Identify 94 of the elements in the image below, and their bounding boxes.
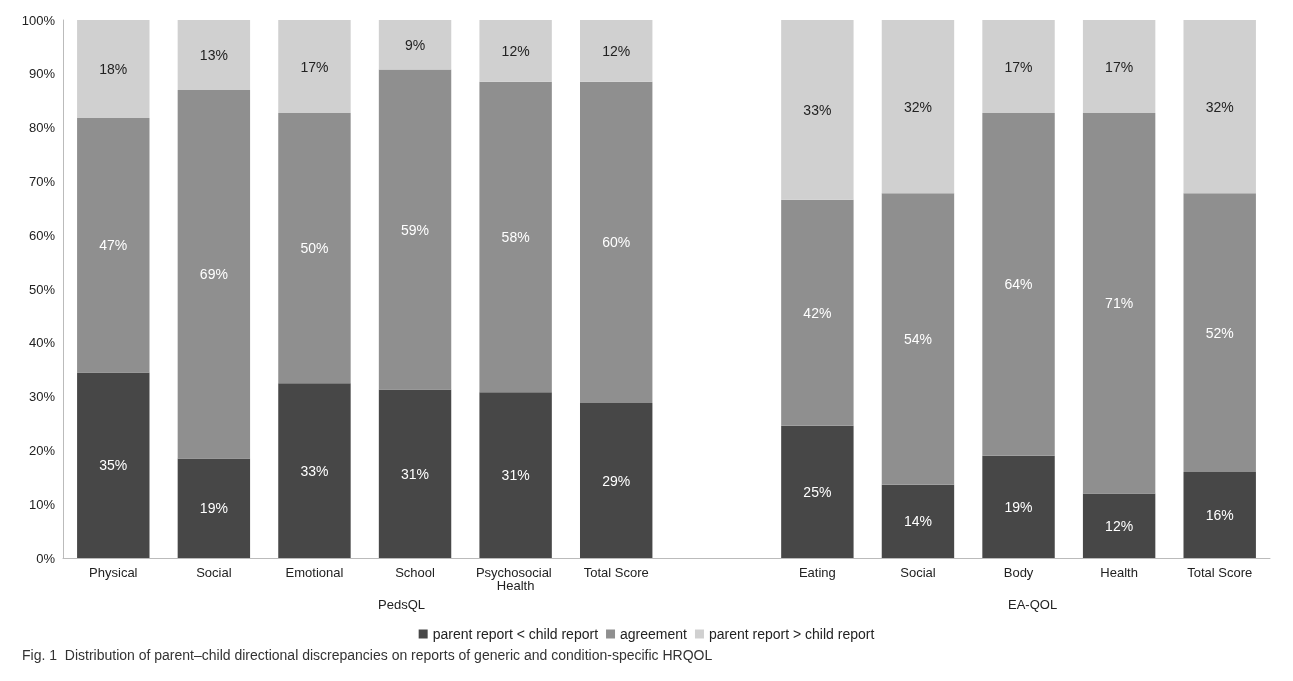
data-label: 59% — [401, 221, 430, 238]
x-tick-label: Body — [1003, 565, 1034, 580]
legend-label: parent report < child report — [432, 626, 599, 642]
bar — [378, 20, 452, 70]
bar — [580, 403, 653, 558]
data-label: 54% — [903, 331, 932, 348]
bar — [378, 389, 452, 558]
bar — [278, 20, 351, 114]
y-tick-label: 20% — [28, 442, 56, 458]
data-label: 31% — [401, 465, 430, 482]
bar — [1183, 471, 1256, 558]
data-label: 33% — [803, 101, 832, 118]
legend-label: parent report > child report — [708, 626, 875, 642]
y-tick-label: 60% — [28, 227, 56, 243]
bar — [781, 425, 854, 558]
bar — [177, 458, 251, 558]
bar — [982, 113, 1055, 456]
bar — [77, 20, 150, 118]
legend-label: agreement — [620, 626, 688, 642]
bar — [77, 372, 150, 558]
x-tick-label: School — [395, 565, 436, 580]
bar — [479, 20, 552, 82]
data-label: 47% — [99, 237, 128, 254]
bar — [479, 81, 552, 393]
data-label: 52% — [1205, 324, 1234, 341]
data-label: 17% — [1004, 58, 1033, 75]
data-label: 19% — [199, 500, 228, 517]
data-label: 19% — [1004, 498, 1033, 515]
bar — [1082, 493, 1156, 558]
bar — [580, 20, 653, 82]
bar — [177, 20, 251, 90]
data-label: 17% — [300, 58, 329, 75]
data-label: 35% — [99, 457, 128, 474]
bar — [982, 20, 1055, 114]
y-tick-label: 70% — [28, 173, 56, 189]
data-label: 32% — [1205, 98, 1234, 115]
bar — [1183, 193, 1256, 472]
bar — [479, 392, 552, 558]
bar — [781, 20, 854, 200]
data-label: 33% — [300, 462, 329, 479]
x-tick-label: Physical — [89, 565, 138, 580]
y-tick-label: 0% — [36, 550, 56, 566]
data-label: 42% — [803, 304, 832, 321]
bar — [1183, 20, 1256, 194]
data-label: 18% — [99, 60, 128, 77]
data-label: 14% — [903, 513, 932, 530]
bar — [278, 113, 351, 384]
data-label: 9% — [404, 36, 426, 53]
y-tick-label: 50% — [28, 281, 56, 297]
data-label: 16% — [1205, 506, 1234, 523]
x-tick-label: Emotional — [285, 565, 344, 580]
x-tick-label: Health — [1100, 565, 1138, 580]
text: EA-QOL — [1008, 597, 1058, 612]
data-label: 12% — [1105, 517, 1134, 534]
bar — [77, 117, 150, 373]
bar — [881, 193, 955, 485]
data-label: 12% — [602, 42, 631, 59]
caption: Fig. 1 Distribution of parent–child directional discrepancies on reports of generic and condition-specific HRQOL — [22, 647, 713, 663]
data-label: 25% — [803, 483, 832, 500]
x-tick-label: Social — [196, 565, 232, 580]
data-label: 50% — [300, 240, 329, 257]
data-label: 71% — [1105, 295, 1134, 312]
bar — [982, 455, 1055, 558]
data-label: 31% — [501, 467, 530, 484]
data-label: 58% — [501, 229, 530, 246]
x-tick-label: Eating — [798, 565, 836, 580]
bar — [1082, 113, 1156, 494]
text: PedsQL — [378, 597, 425, 612]
data-label: 32% — [903, 98, 932, 115]
data-label: 13% — [199, 46, 228, 63]
bar — [177, 89, 251, 459]
y-tick-label: 100% — [21, 12, 56, 28]
bar — [1082, 20, 1156, 114]
y-tick-label: 30% — [28, 389, 56, 405]
bar — [881, 484, 955, 558]
bar — [278, 383, 351, 558]
bar — [580, 81, 653, 404]
x-tick-label: Psychosocial Health — [475, 565, 556, 593]
x-tick-label: Social — [900, 565, 936, 580]
data-label: 60% — [602, 234, 631, 251]
bar — [378, 69, 452, 390]
x-tick-label: Total Score — [583, 565, 649, 580]
y-tick-label: 80% — [28, 120, 56, 136]
bar — [881, 20, 955, 194]
y-tick-label: 40% — [28, 335, 56, 351]
x-tick-label: Total Score — [1187, 565, 1253, 580]
data-label: 17% — [1105, 58, 1134, 75]
y-tick-label: 10% — [28, 496, 56, 512]
data-label: 29% — [602, 472, 631, 489]
y-tick-label: 90% — [28, 66, 56, 82]
bar — [781, 199, 854, 426]
data-label: 64% — [1004, 276, 1033, 293]
data-label: 69% — [199, 266, 228, 283]
data-label: 12% — [501, 42, 530, 59]
